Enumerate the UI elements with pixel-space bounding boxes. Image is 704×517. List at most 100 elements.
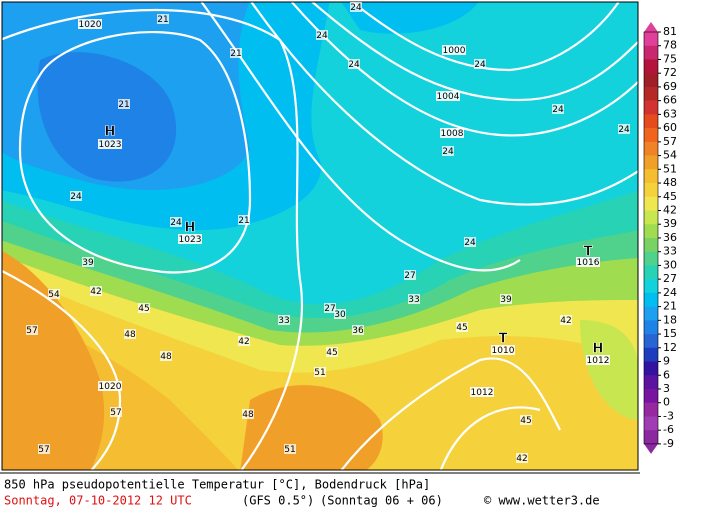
label-box	[124, 329, 136, 339]
footer-run: (Sonntag 06 + 06)	[320, 494, 443, 508]
label-box	[157, 14, 169, 24]
isotherm-label: 39	[500, 295, 512, 305]
label-box	[238, 336, 250, 346]
isotherm-label: 42	[90, 287, 101, 297]
colorbar-label: -9	[663, 437, 674, 450]
label-box	[98, 381, 122, 391]
isobar-label: 1012	[471, 388, 494, 398]
colorbar-band	[644, 114, 658, 129]
footer-credit: © www.wetter3.de	[484, 494, 600, 508]
colorbar-label: 69	[663, 80, 677, 93]
colorbar-band	[644, 100, 658, 115]
isotherm-label: 57	[26, 326, 37, 336]
label-box	[500, 294, 512, 304]
isobar-label: 1012	[587, 356, 610, 366]
isotherm-label: 24	[618, 125, 630, 135]
isobar-label: 1010	[492, 346, 515, 356]
colorbar-label: 57	[663, 135, 677, 148]
label-box	[138, 303, 150, 313]
label-box	[26, 325, 38, 335]
isotherm-label: 24	[474, 60, 486, 70]
isotherm-label: 54	[48, 290, 60, 300]
colorbar-band	[644, 292, 658, 307]
pressure-center: H	[593, 342, 604, 357]
label-box	[520, 415, 532, 425]
isotherm-label: 21	[230, 49, 241, 59]
colorbar-band	[644, 361, 658, 376]
label-box	[242, 409, 254, 419]
label-box	[436, 91, 460, 101]
isobar-label: 1023	[99, 140, 122, 150]
label-box	[70, 191, 82, 201]
colorbar-label: 33	[663, 245, 677, 258]
isotherm-label: 33	[408, 295, 419, 305]
colorbar-band	[644, 251, 658, 266]
colorbar-band	[644, 430, 658, 445]
isotherm-label: 48	[242, 410, 254, 420]
colorbar-arrow	[644, 443, 658, 454]
colorbar-label: 51	[663, 162, 677, 175]
label-box	[160, 351, 172, 361]
colorbar-band	[644, 265, 658, 280]
isotherm-label: 42	[560, 316, 571, 326]
label-box	[170, 217, 182, 227]
label-box	[316, 30, 328, 40]
pressure-center: T	[499, 332, 508, 347]
isotherm-label: 21	[238, 216, 249, 226]
footer-title: 850 hPa pseudopotentielle Temperatur [°C…	[4, 478, 430, 492]
colorbar-band	[644, 416, 658, 431]
colorbar-label: 12	[663, 341, 677, 354]
label-box	[442, 146, 454, 156]
colorbar-band	[644, 169, 658, 184]
isotherm-label: 36	[352, 326, 364, 336]
label-box	[48, 289, 60, 299]
colorbar-label: 48	[663, 176, 677, 189]
isotherm-label: 24	[170, 218, 182, 228]
isotherm-label: 51	[284, 445, 295, 455]
isotherm-label: 21	[118, 100, 129, 110]
colorbar-label: 21	[663, 300, 677, 313]
isotherm-label: 42	[516, 454, 527, 464]
isotherm-label: 24	[70, 192, 82, 202]
label-box	[352, 325, 364, 335]
isotherm-label: 27	[324, 304, 335, 314]
colorbar-band	[644, 86, 658, 101]
isobar-label: 1020	[79, 20, 102, 30]
isotherm-label: 39	[82, 258, 94, 268]
isotherm-label: 45	[520, 416, 531, 426]
label-box	[408, 294, 420, 304]
colorbar-label: 72	[663, 66, 677, 79]
colorbar-label: 18	[663, 313, 677, 326]
label-box	[110, 407, 122, 417]
colorbar-band	[644, 224, 658, 239]
label-box	[586, 355, 610, 365]
colorbar-band	[644, 306, 658, 321]
isotherm-label: 24	[442, 147, 454, 157]
label-box	[491, 345, 515, 355]
label-box	[576, 257, 600, 267]
colorbar-band	[644, 279, 658, 294]
colorbar-band	[644, 196, 658, 211]
colorbar-label: 24	[663, 286, 677, 299]
isobar-label: 1023	[179, 235, 202, 245]
colorbar-label: 27	[663, 272, 677, 285]
isotherm-label: 42	[238, 337, 249, 347]
label-box	[516, 453, 528, 463]
isotherm-label: 21	[157, 15, 168, 25]
isobar-label: 1016	[577, 258, 600, 268]
label-box	[314, 367, 326, 377]
map-frame	[1, 1, 639, 471]
colorbar-band	[644, 210, 658, 225]
colorbar-label: 30	[663, 258, 677, 271]
colorbar-band	[644, 141, 658, 156]
label-box	[118, 99, 130, 109]
label-box	[230, 48, 242, 58]
colorbar-label: -6	[663, 423, 674, 436]
colorbar-arrow	[644, 22, 658, 32]
label-box	[474, 59, 486, 69]
colorbar-band	[644, 59, 658, 74]
colorbar-label: 78	[663, 39, 677, 52]
colorbar-band	[644, 347, 658, 362]
label-box	[178, 234, 202, 244]
